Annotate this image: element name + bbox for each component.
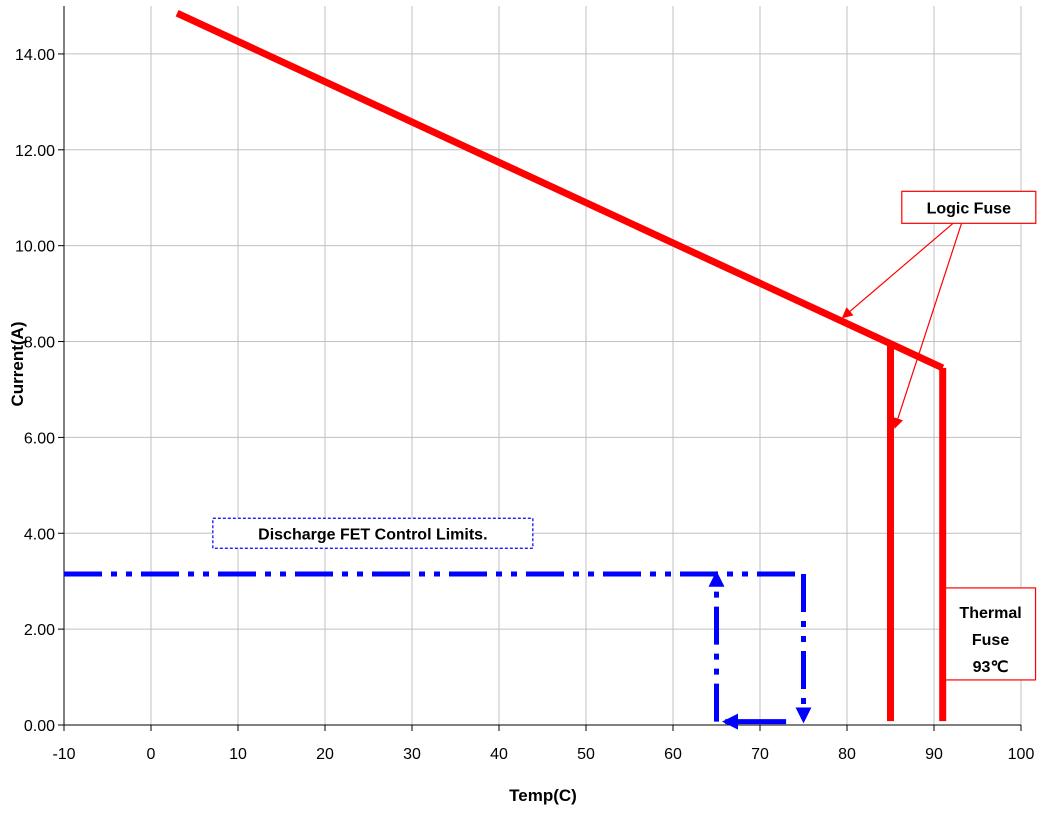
y-tick-label: 2.00	[24, 622, 55, 639]
x-tick-label: 90	[925, 746, 943, 763]
x-tick-label: 0	[147, 746, 156, 763]
y-axis-ticks: 0.00 2.00 4.00 6.00 8.00 10.00 12.00 14.00	[15, 47, 64, 735]
logic-fuse-box	[901, 190, 1037, 224]
thermal-fuse-label-line: Thermal	[959, 605, 1021, 622]
y-tick-label: 6.00	[24, 430, 55, 447]
y-tick-label: 0.00	[24, 718, 55, 735]
y-tick-label: 14.00	[15, 47, 55, 64]
x-tick-label: 40	[490, 746, 508, 763]
x-tick-label: 70	[751, 746, 769, 763]
logic-fuse-label: Logic Fuse	[927, 200, 1012, 217]
fet-limits-box	[212, 517, 534, 549]
annotations: Logic Fuse Discharge FET Control Limits. T…	[212, 190, 1037, 681]
x-tick-label: 20	[316, 746, 334, 763]
logic-fuse-arrow	[841, 212, 966, 319]
fet-limits-label: Discharge FET Control Limits.	[258, 526, 487, 543]
gridlines	[64, 6, 1022, 725]
y-axis-title: Current(A)	[8, 322, 27, 407]
x-tick-label: 50	[577, 746, 595, 763]
x-tick-label: 10	[229, 746, 247, 763]
x-tick-label: 80	[838, 746, 856, 763]
series	[64, 10, 947, 730]
x-axis-ticks: -10 0 10 20 30 40 50 60 70 80 90 100	[52, 725, 1034, 763]
series-line-1	[175, 10, 945, 372]
thermal-fuse-label-line: Fuse	[972, 632, 1009, 649]
thermal-fuse-box	[944, 587, 1037, 681]
logic-fuse-arrow	[892, 213, 966, 429]
x-axis-title: Temp(C)	[509, 786, 577, 805]
axes	[63, 6, 1021, 726]
y-tick-label: 4.00	[24, 526, 55, 543]
x-tick-label: -10	[52, 746, 75, 763]
x-tick-label: 30	[403, 746, 421, 763]
y-tick-label: 10.00	[15, 239, 55, 256]
y-tick-label: 8.00	[24, 335, 55, 352]
y-tick-label: 12.00	[15, 143, 55, 160]
thermal-fuse-label-line: 93℃	[973, 659, 1009, 676]
x-tick-label: 60	[664, 746, 682, 763]
x-tick-label: 100	[1008, 746, 1035, 763]
